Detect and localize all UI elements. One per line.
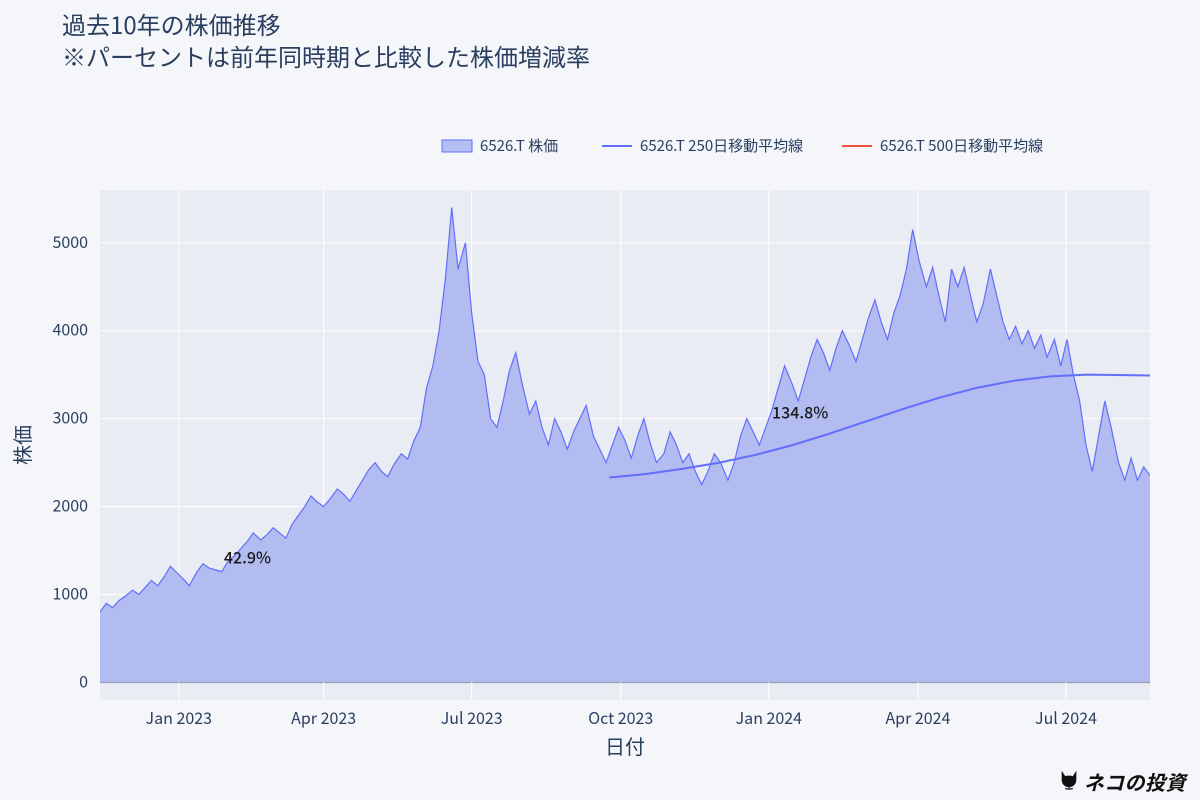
y-tick-label: 4000 (52, 317, 88, 341)
cat-icon (1058, 768, 1080, 790)
chart-title-line2: ※パーセントは前年同時期と比較した株価増減率 (62, 38, 590, 73)
y-tick-label: 5000 (52, 229, 88, 253)
x-tick-label: Oct 2023 (588, 705, 653, 729)
y-tick-label: 1000 (52, 580, 88, 604)
x-tick-label: Jul 2023 (441, 705, 503, 729)
legend: 6526.T 株価 6526.T 250日移動平均線 6526.T 500日移動平均… (442, 135, 1043, 156)
legend-item-label: 6526.T 株価 (480, 135, 558, 156)
watermark: ネコの投資 (1058, 767, 1186, 796)
x-tick-label: Apr 2023 (291, 705, 356, 729)
annotation-label: 134.8% (772, 400, 828, 424)
y-tick-label: 0 (79, 668, 88, 692)
x-tick-label: Jan 2024 (736, 705, 803, 729)
y-tick-label: 3000 (52, 405, 88, 429)
annotation-label: 42.9% (224, 545, 271, 569)
x-tick-label: Jan 2023 (146, 705, 212, 729)
x-tick-label: Jul 2024 (1035, 705, 1097, 729)
chart-title-line1: 過去10年の株価推移 (62, 6, 281, 41)
legend-item-label: 6526.T 500日移動平均線 (880, 135, 1043, 156)
y-tick-label: 2000 (52, 493, 88, 517)
y-axis-label: 株価 (7, 425, 36, 465)
stock-chart: 0 1000 2000 3000 4000 5000 株価 Jan 2023 Apr 2023 J… (0, 0, 1200, 800)
watermark-text: ネコの投資 (1084, 767, 1186, 796)
x-tick-label: Apr 2024 (885, 705, 950, 729)
x-axis-label: 日付 (605, 731, 645, 760)
legend-item-label: 6526.T 250日移動平均線 (640, 135, 803, 156)
